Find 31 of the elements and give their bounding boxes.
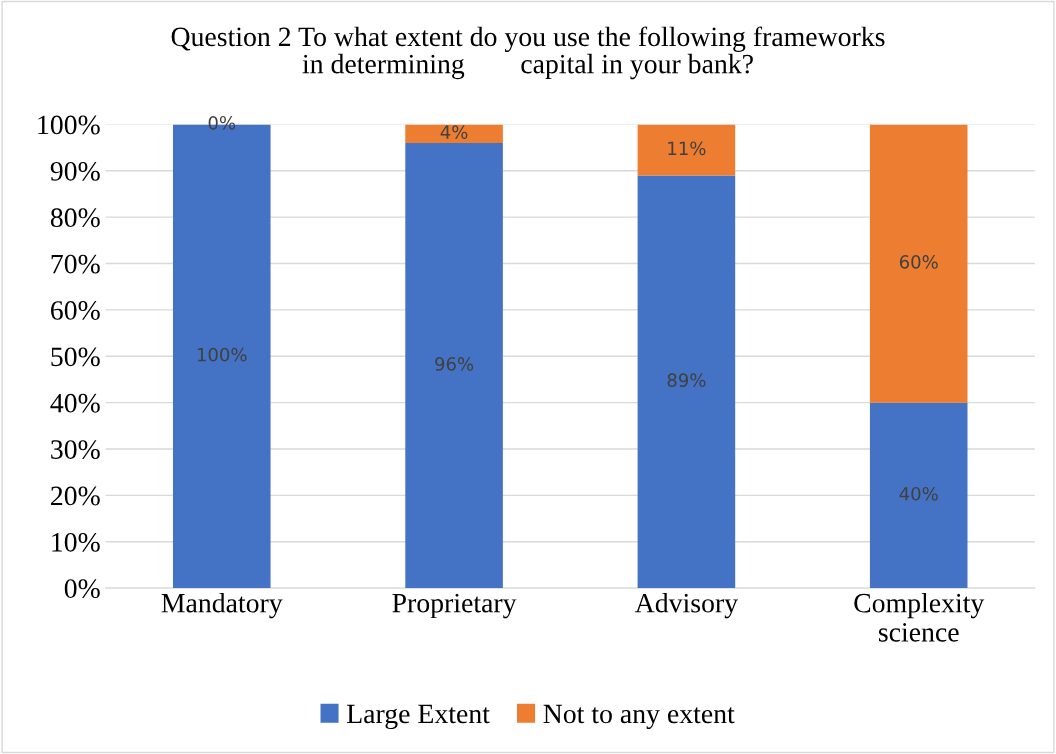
y-tick-label: 30% [51, 440, 100, 460]
data-label: 11% [668, 141, 706, 156]
x-tick-label: Advisory [634, 592, 738, 619]
y-tick-label: 90% [50, 161, 100, 181]
y-tick-label: 40% [50, 393, 100, 413]
bar [869, 124, 968, 403]
x-tick-label: Mandatory [161, 592, 283, 619]
bar [405, 142, 503, 589]
data-label: 96% [435, 357, 474, 371]
chart-title: Question 2 To what extent do you use the following frameworks in determining capital in your bank? [171, 26, 885, 80]
y-tick-label: 70% [51, 254, 100, 274]
y-tick-label: 60% [51, 301, 100, 320]
y-tick-label: 20% [51, 486, 100, 506]
data-label: 89% [667, 373, 706, 388]
data-label: 60% [899, 255, 938, 269]
y-tick-label: 50% [51, 347, 100, 367]
data-label: 4% [440, 125, 468, 139]
legend-label: Large Extent [347, 704, 490, 729]
bar [637, 124, 736, 176]
y-tick-label: 80% [50, 208, 100, 228]
x-tick-label: Proprietary [392, 593, 517, 619]
y-tick-label: 0% [64, 579, 100, 599]
bar [405, 124, 503, 143]
y-tick-label: 10% [52, 532, 100, 552]
bar [869, 402, 968, 589]
bar [637, 175, 736, 589]
legend-label: Not to any extent [543, 704, 735, 729]
data-label: 40% [899, 486, 938, 501]
data-label: 100% [197, 347, 247, 362]
x-tick-label: Complexity science [854, 592, 985, 642]
y-tick-label: 100% [38, 115, 100, 135]
